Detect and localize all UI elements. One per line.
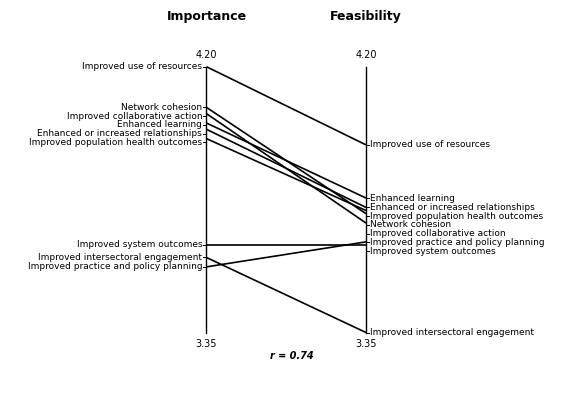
Text: Improved use of resources: Improved use of resources	[370, 140, 490, 149]
Text: Improved intersectoral engagement: Improved intersectoral engagement	[38, 253, 202, 262]
Text: Improved intersectoral engagement: Improved intersectoral engagement	[370, 328, 534, 337]
Text: Enhanced learning: Enhanced learning	[370, 194, 455, 202]
Text: 4.20: 4.20	[355, 50, 377, 61]
Text: Improved population health outcomes: Improved population health outcomes	[29, 138, 202, 147]
Text: Improved system outcomes: Improved system outcomes	[76, 241, 202, 250]
Text: Improved practice and policy planning: Improved practice and policy planning	[27, 263, 202, 271]
Text: Improved population health outcomes: Improved population health outcomes	[370, 212, 543, 221]
Text: 3.35: 3.35	[355, 339, 377, 349]
Text: 4.20: 4.20	[196, 50, 217, 61]
Text: Improved collaborative action: Improved collaborative action	[66, 112, 202, 121]
Text: Enhanced or increased relationships: Enhanced or increased relationships	[37, 129, 202, 138]
Text: Improved system outcomes: Improved system outcomes	[370, 247, 496, 256]
Text: Network cohesion: Network cohesion	[370, 220, 451, 230]
Text: Importance: Importance	[166, 10, 247, 23]
Text: r = 0.74: r = 0.74	[270, 351, 314, 361]
Text: Enhanced learning: Enhanced learning	[117, 120, 202, 129]
Text: Feasibility: Feasibility	[330, 10, 402, 23]
Text: 3.35: 3.35	[196, 339, 217, 349]
Text: Improved use of resources: Improved use of resources	[82, 62, 202, 71]
Text: Enhanced or increased relationships: Enhanced or increased relationships	[370, 203, 535, 212]
Text: Improved practice and policy planning: Improved practice and policy planning	[370, 238, 545, 247]
Text: Improved collaborative action: Improved collaborative action	[370, 229, 506, 238]
Text: Network cohesion: Network cohesion	[121, 103, 202, 112]
